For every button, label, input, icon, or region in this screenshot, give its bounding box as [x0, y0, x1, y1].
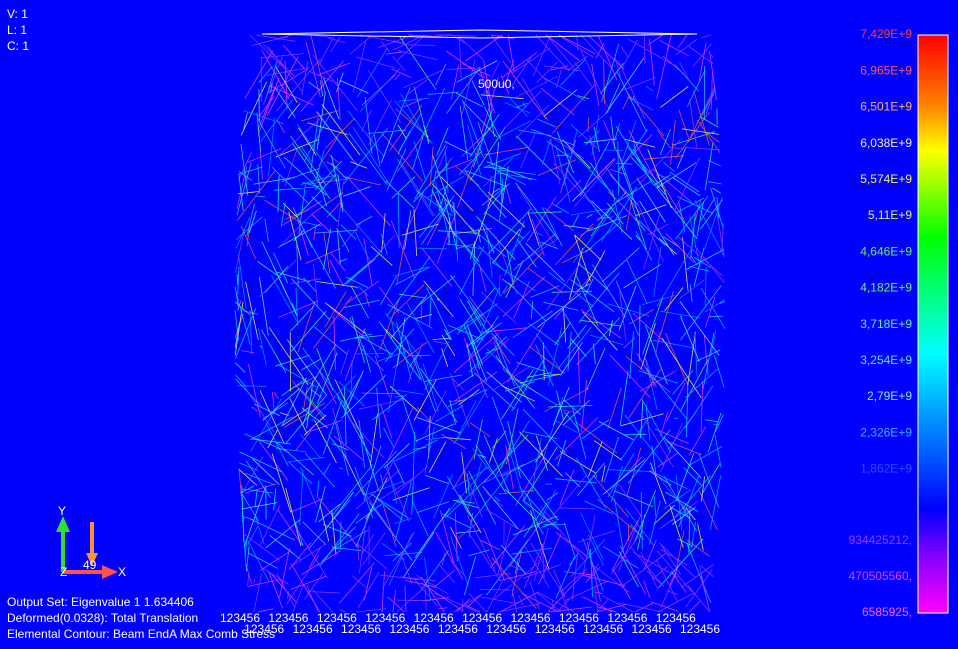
mesh-lines: [235, 47, 726, 602]
triad-z: Z: [60, 565, 67, 579]
constraint-label: C: 1: [7, 39, 29, 53]
legend-label: 6,038E+9: [860, 136, 912, 150]
legend-label: 6585925,: [862, 605, 912, 619]
view-label: V: 1: [7, 7, 28, 21]
status-line: Deformed(0.0328): Total Translation: [7, 611, 198, 625]
constraint-label: 123456: [341, 622, 381, 636]
constraint-label: 123456: [365, 611, 405, 625]
constraint-label: 123456: [559, 611, 599, 625]
annotation: 500u0,: [478, 77, 515, 91]
legend-label: 5,574E+9: [860, 172, 912, 186]
load-label: L: 1: [7, 23, 27, 37]
constraint-label: 123456: [607, 611, 647, 625]
legend-label: 4,646E+9: [860, 244, 912, 258]
legend-label: 1,862E+9: [860, 462, 912, 476]
constraint-label: 123456: [244, 622, 284, 636]
legend-label: 3,254E+9: [860, 353, 912, 367]
constraint-label: 123456: [680, 622, 720, 636]
legend-label: 5,11E+9: [868, 208, 912, 222]
x-arrow-head: [102, 565, 118, 579]
constraint-label: 123456: [656, 611, 696, 625]
constraint-label: 123456: [414, 611, 454, 625]
constraint-label: 123456: [462, 611, 502, 625]
mesh-lines: [234, 35, 723, 588]
status-line: Elemental Contour: Beam EndA Max Comb St…: [7, 627, 275, 641]
legend-label: 2,326E+9: [860, 425, 912, 439]
mesh-top-edge: [261, 29, 698, 39]
constraint-label: 123456: [632, 622, 672, 636]
status-line: Output Set: Eigenvalue 1 1.634406: [7, 595, 194, 609]
legend-label: 7,429E+9: [860, 27, 912, 41]
y-arrow-head: [56, 516, 70, 532]
triad-angle: 49: [83, 558, 97, 572]
mesh-lines: [235, 58, 726, 591]
triad-x: X: [118, 565, 126, 579]
constraint-label: 123456: [535, 622, 575, 636]
z-arrow-head: [86, 553, 98, 566]
mesh-lines: [234, 34, 721, 609]
triad: Y X Z 49: [56, 504, 126, 579]
constraint-label: 123456: [486, 622, 526, 636]
legend-label: 6,501E+9: [860, 100, 912, 114]
constraint-label: 123456: [268, 611, 308, 625]
legend-label: 4,182E+9: [860, 281, 912, 295]
legend-label: 2,79E+9: [867, 389, 912, 403]
color-bar: [917, 34, 949, 614]
legend-label: 934425212,: [849, 533, 912, 547]
constraint-label: 123456: [438, 622, 478, 636]
constraint-label: 123456: [317, 611, 357, 625]
mesh: [234, 29, 726, 613]
legend-label: 6,965E+9: [860, 63, 912, 77]
constraint-label: 123456: [389, 622, 429, 636]
constraint-label: 123456: [293, 622, 333, 636]
constraint-label: 123456: [511, 611, 551, 625]
legend-label: 3,718E+9: [860, 317, 912, 331]
mesh-lines: [234, 63, 726, 569]
constraint-label: 123456: [220, 611, 260, 625]
legend-label: 470505560,: [849, 569, 912, 583]
constraint-label: 123456: [583, 622, 623, 636]
mesh-lines: [235, 34, 725, 613]
triad-y: Y: [58, 504, 66, 518]
